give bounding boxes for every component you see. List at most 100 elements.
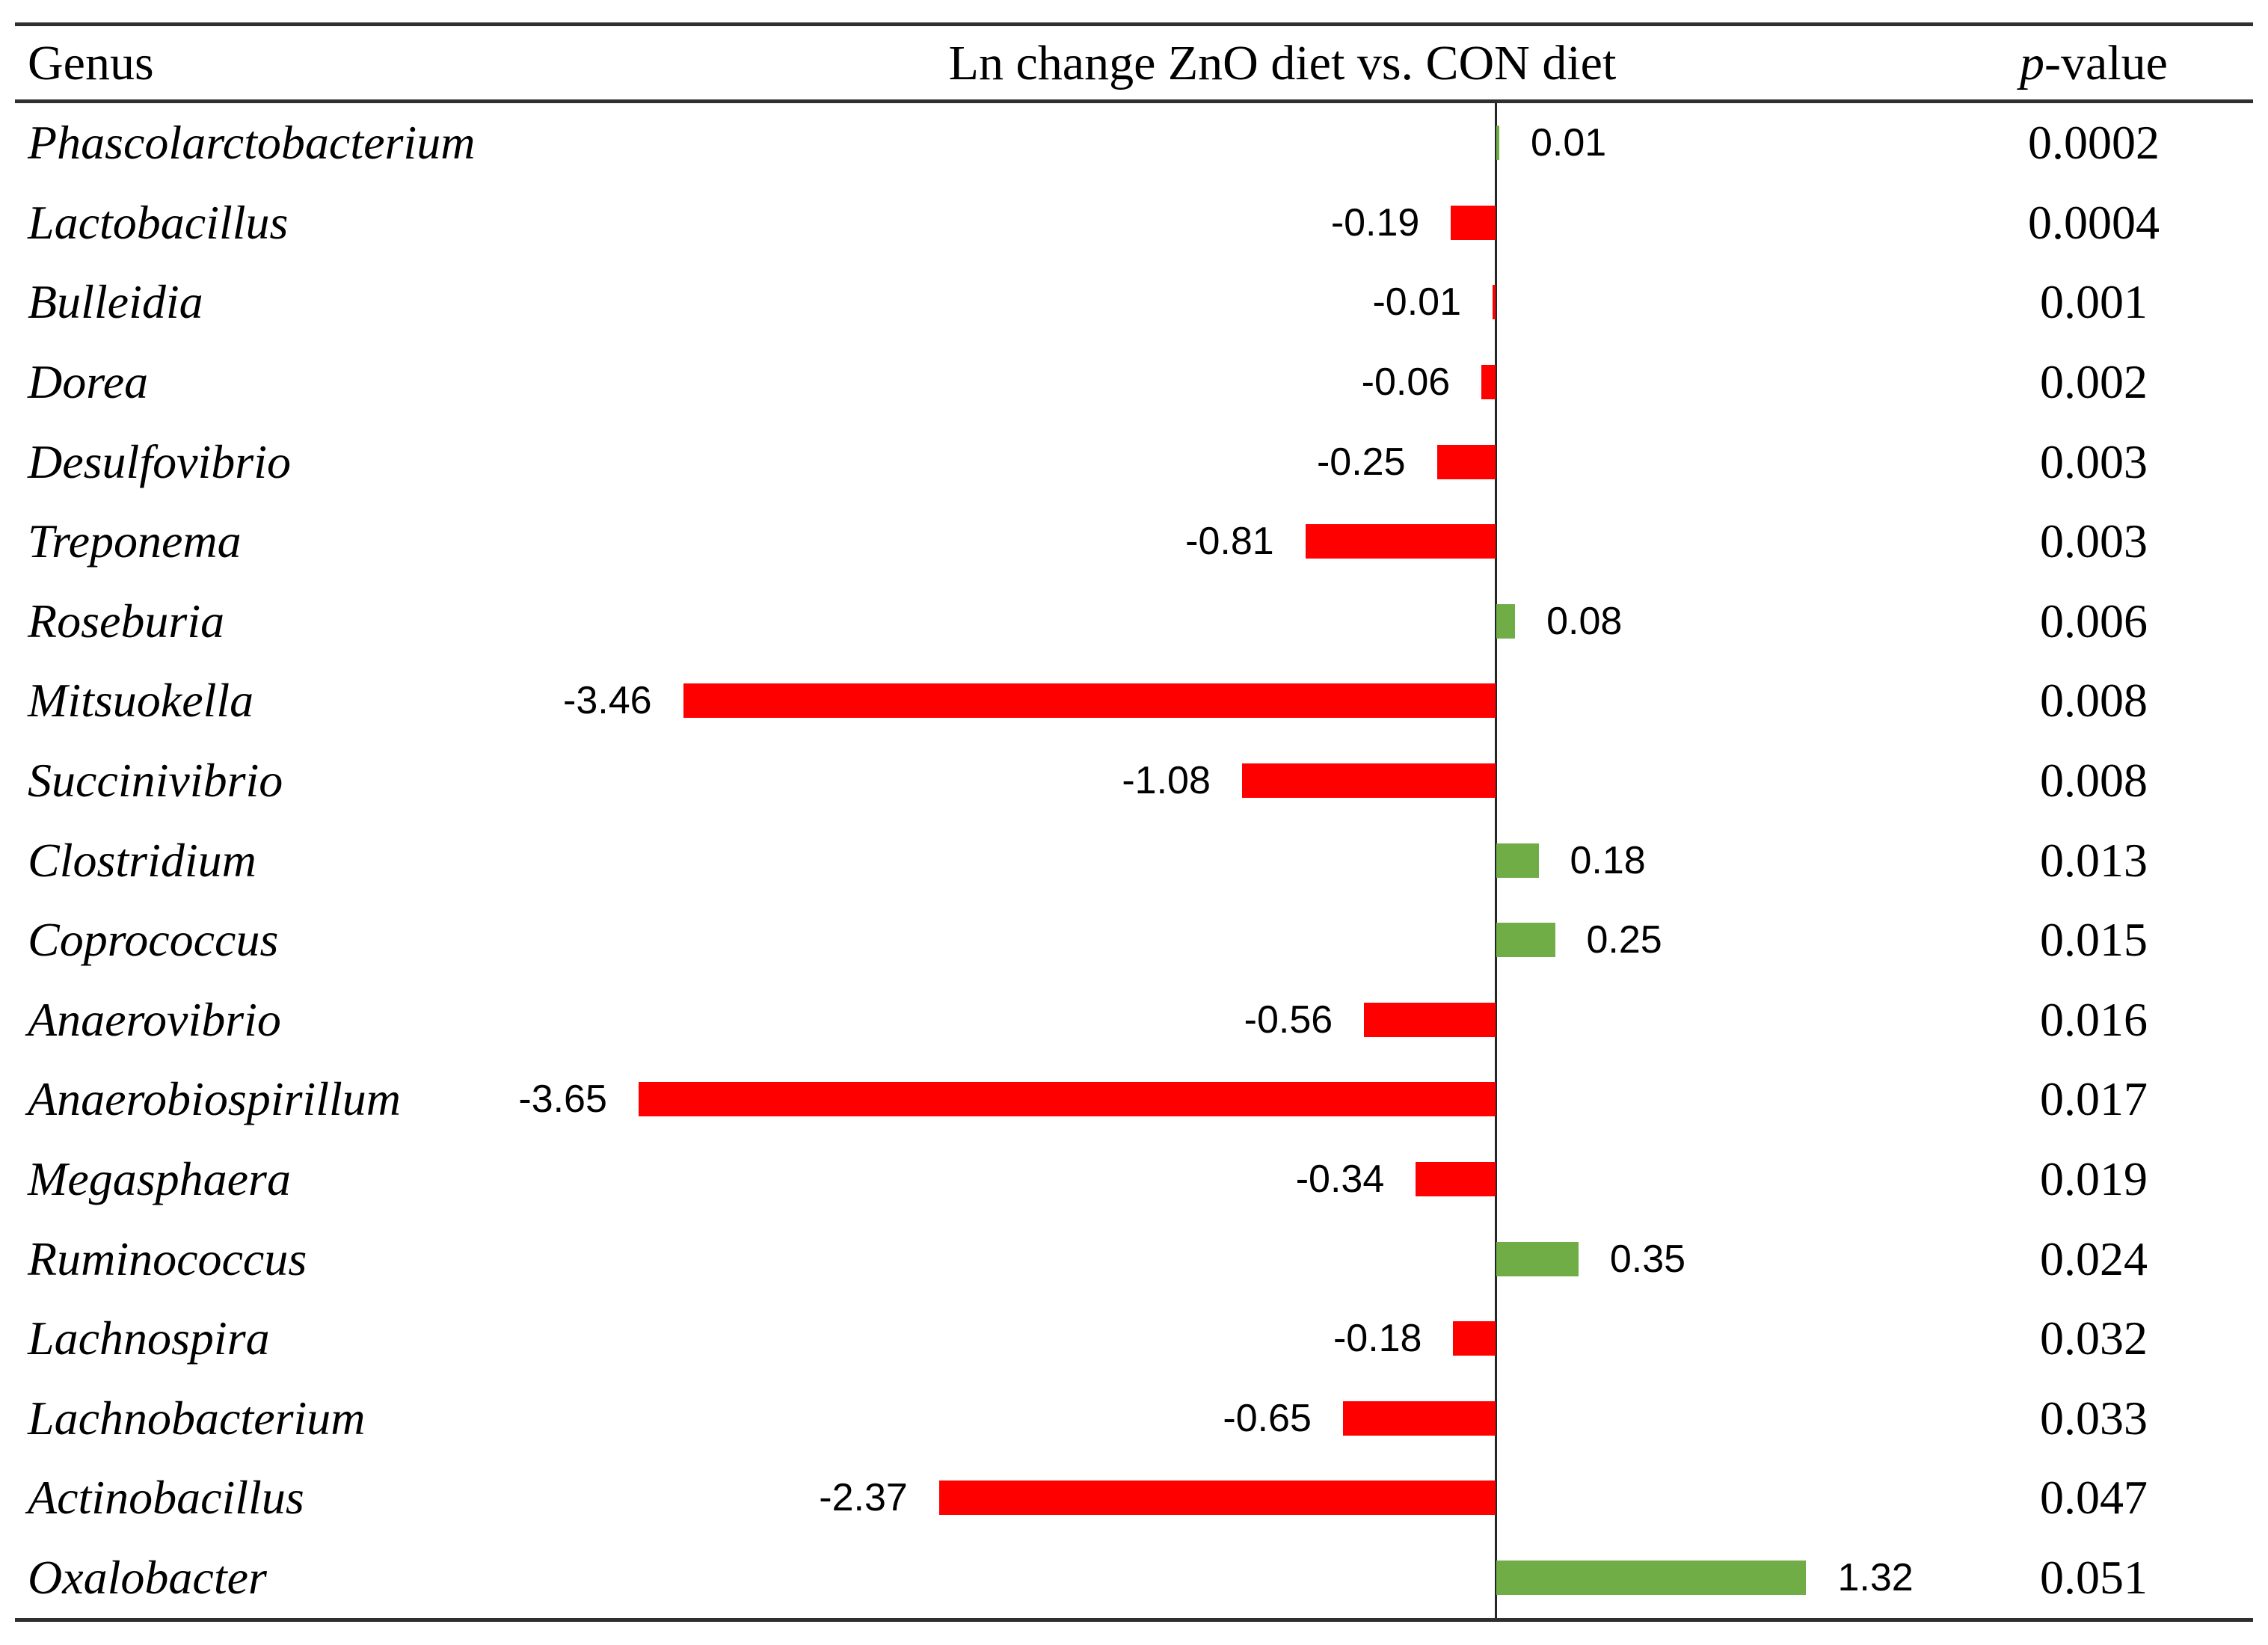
change-bar [638, 1082, 1496, 1117]
change-bar [1453, 1321, 1496, 1356]
bar-value-label: -0.19 [1330, 200, 1420, 245]
table-top-border [15, 22, 2253, 26]
change-bar [1493, 285, 1496, 320]
bar-value-label: -1.08 [1122, 759, 1211, 803]
p-value: 0.017 [2040, 1072, 2148, 1126]
table-row: Treponema -0.81 0.003 [0, 502, 2268, 582]
change-bar [1496, 1241, 1579, 1276]
bar-value-label: 0.01 [1531, 121, 1607, 165]
table-row: Actinobacillus -2.37 0.047 [0, 1458, 2268, 1538]
table-row: Megasphaera -0.34 0.019 [0, 1140, 2268, 1220]
bar-value-label: -0.25 [1316, 440, 1406, 484]
change-bar [683, 683, 1496, 719]
p-value: 0.016 [2040, 992, 2148, 1046]
p-value: 0.008 [2040, 754, 2148, 808]
p-value: 0.051 [2040, 1550, 2148, 1604]
change-bar [1481, 365, 1496, 400]
p-value: 0.024 [2040, 1232, 2148, 1285]
genus-label: Lactobacillus [28, 195, 289, 249]
table-body: Phascolarctobacterium 0.01 0.0002 Lactob… [0, 103, 2268, 1617]
p-value: 0.002 [2040, 355, 2148, 409]
bar-value-label: 1.32 [1837, 1555, 1914, 1599]
p-value: 0.0004 [2028, 195, 2160, 249]
table-row: Desulfovibrio -0.25 0.003 [0, 422, 2268, 502]
change-bar [1416, 1162, 1496, 1197]
p-value: 0.006 [2040, 594, 2148, 648]
table-row: Dorea -0.06 0.002 [0, 342, 2268, 422]
table-row: Anaerobiospirillum -3.65 0.017 [0, 1060, 2268, 1140]
genus-label: Succinivibrio [28, 754, 283, 808]
bar-value-label: -0.18 [1333, 1317, 1422, 1361]
p-value: 0.032 [2040, 1312, 2148, 1365]
bar-value-label: 0.08 [1546, 599, 1623, 643]
table-bottom-border [15, 1618, 2253, 1622]
bar-value-label: -3.65 [518, 1077, 607, 1122]
bar-value-label: 0.35 [1609, 1237, 1686, 1281]
genus-label: Dorea [28, 355, 149, 409]
table-row: Coprococcus 0.25 0.015 [0, 900, 2268, 980]
table-row: Phascolarctobacterium 0.01 0.0002 [0, 103, 2268, 183]
table-row: Oxalobacter 1.32 0.051 [0, 1538, 2268, 1618]
table-row: Mitsuokella -3.46 0.008 [0, 661, 2268, 741]
p-value: 0.013 [2040, 833, 2148, 887]
p-value: 0.033 [2040, 1391, 2148, 1445]
change-bar [1496, 126, 1499, 161]
change-bar [938, 1480, 1496, 1516]
bar-value-label: -3.46 [563, 679, 652, 723]
genus-label: Lachnospira [28, 1312, 270, 1365]
genus-label: Roseburia [28, 594, 225, 648]
change-bar [1496, 603, 1516, 639]
bar-value-label: -0.01 [1372, 280, 1461, 325]
genus-label: Ruminococcus [28, 1232, 307, 1285]
genus-label: Clostridium [28, 833, 256, 887]
table-row: Anaerovibrio -0.56 0.016 [0, 980, 2268, 1060]
genus-label: Anaerobiospirillum [28, 1072, 401, 1126]
bar-value-label: -0.81 [1185, 520, 1274, 564]
genus-column-header: Genus [28, 35, 154, 90]
pvalue-column-header: p -value [1944, 27, 2243, 99]
table-row: Lachnobacterium -0.65 0.033 [0, 1379, 2268, 1459]
genus-label: Oxalobacter [28, 1550, 267, 1604]
genus-label: Coprococcus [28, 913, 279, 967]
table-row: Ruminococcus 0.35 0.024 [0, 1219, 2268, 1299]
bar-value-label: -0.06 [1361, 360, 1451, 405]
zero-axis-line [1495, 103, 1497, 1618]
genus-label: Mitsuokella [28, 674, 254, 728]
change-bar [1451, 205, 1496, 240]
bar-value-label: 0.18 [1570, 838, 1646, 882]
genus-label: Treponema [28, 514, 242, 568]
p-value: 0.003 [2040, 434, 2148, 488]
genus-label: Lachnobacterium [28, 1391, 366, 1445]
table-row: Bulleidia -0.01 0.001 [0, 262, 2268, 342]
p-value: 0.001 [2040, 275, 2148, 329]
change-bar [1496, 1560, 1807, 1595]
bar-value-label: 0.25 [1586, 918, 1662, 962]
p-value: 0.047 [2040, 1471, 2148, 1525]
genus-label: Desulfovibrio [28, 434, 291, 488]
table-row: Lachnospira -0.18 0.032 [0, 1299, 2268, 1379]
bar-value-label: -0.56 [1244, 997, 1333, 1042]
change-bar [1496, 923, 1555, 958]
p-value: 0.0002 [2028, 116, 2160, 170]
pvalue-header-value: -value [2044, 35, 2168, 90]
p-value: 0.019 [2040, 1152, 2148, 1206]
pvalue-header-p: p [2020, 35, 2045, 90]
genus-label: Anaerovibrio [28, 992, 281, 1046]
table-row: Succinivibrio -1.08 0.008 [0, 741, 2268, 821]
genus-label: Actinobacillus [28, 1471, 304, 1525]
bar-value-label: -0.34 [1295, 1157, 1385, 1202]
table-row: Lactobacillus -0.19 0.0004 [0, 183, 2268, 263]
change-bar [1241, 763, 1496, 799]
change-bar [1305, 524, 1496, 559]
change-bar [1436, 444, 1496, 479]
change-column-header: Ln change ZnO diet vs. CON diet [948, 35, 1617, 90]
change-bar [1496, 843, 1539, 878]
bar-value-label: -2.37 [819, 1476, 908, 1520]
table-row: Roseburia 0.08 0.006 [0, 582, 2268, 662]
p-value: 0.003 [2040, 514, 2148, 568]
change-bar [1364, 1002, 1496, 1037]
p-value: 0.008 [2040, 674, 2148, 728]
table-row: Clostridium 0.18 0.013 [0, 820, 2268, 900]
header-divider [15, 99, 2253, 103]
